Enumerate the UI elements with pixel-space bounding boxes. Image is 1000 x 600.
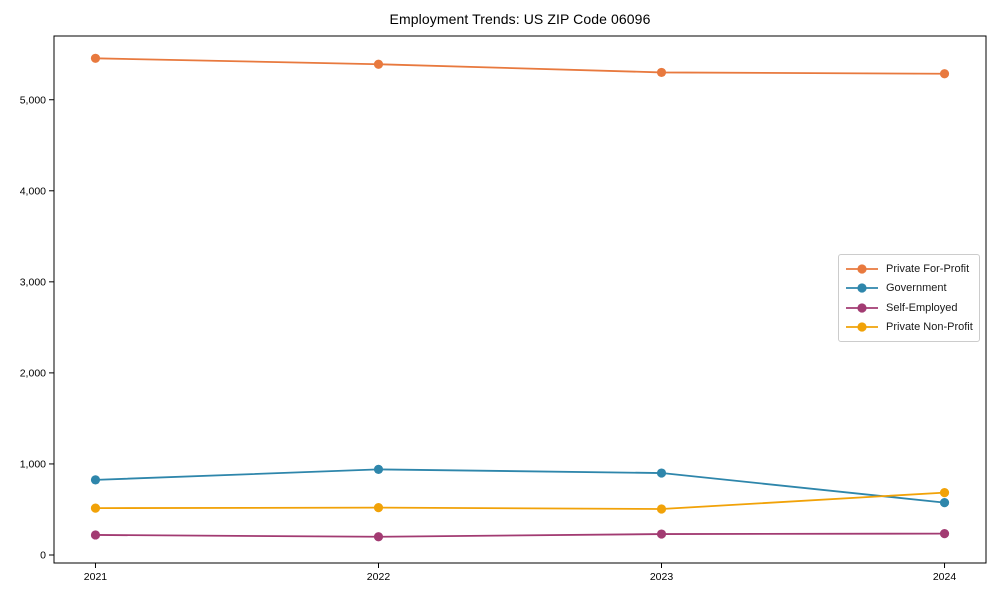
legend-item-private-for-profit: Private For-Profit — [845, 259, 973, 279]
data-point-private-for-profit-2022 — [373, 59, 384, 69]
data-point-self-employed-2024 — [939, 528, 950, 539]
data-point-government-2021 — [90, 475, 101, 485]
data-point-self-employed-2021 — [90, 530, 101, 540]
legend-dot-sample — [857, 264, 867, 274]
legend-marker-icon — [846, 322, 878, 332]
legend-item-government: Government — [845, 279, 973, 299]
data-point-self-employed-2023 — [656, 529, 667, 539]
x-tick-label: 2024 — [933, 571, 957, 583]
data-point-private-non-profit-2021 — [90, 503, 101, 513]
data-point-government-2023 — [656, 468, 667, 478]
legend-label: Government — [886, 282, 947, 295]
data-point-private-for-profit-2023 — [656, 67, 667, 78]
x-tick-label: 2023 — [650, 571, 674, 583]
y-tick-label: 1,000 — [20, 459, 46, 471]
legend: Private For-Profit Government Self-Employe… — [838, 254, 980, 342]
legend-dot-sample — [857, 322, 867, 332]
x-tick-label: 2021 — [84, 571, 108, 583]
legend-label: Private Non-Profit — [886, 321, 973, 334]
legend-item-self-employed: Self-Employed — [845, 298, 973, 318]
series-line-private-for-profit — [95, 57, 945, 75]
y-tick-label: 3,000 — [20, 276, 46, 288]
data-point-private-non-profit-2023 — [656, 504, 667, 514]
y-tick-label: 2,000 — [20, 367, 46, 379]
legend-marker-icon — [846, 264, 878, 274]
legend-label: Self-Employed — [886, 301, 958, 314]
y-tick-label: 5,000 — [20, 94, 46, 106]
plot-border — [53, 35, 987, 564]
legend-label: Private For-Profit — [886, 262, 970, 275]
legend-dot-sample — [857, 303, 867, 313]
series-line-government — [95, 468, 945, 504]
series-line-private-non-profit — [95, 491, 945, 510]
data-point-private-non-profit-2022 — [373, 503, 384, 513]
data-point-private-for-profit-2024 — [939, 69, 950, 79]
series-line-self-employed — [95, 532, 945, 538]
data-point-private-for-profit-2021 — [90, 53, 101, 63]
data-point-government-2024 — [939, 498, 950, 508]
legend-marker-icon — [846, 303, 878, 313]
y-tick-label: 4,000 — [20, 185, 46, 197]
y-tick-label: 0 — [40, 550, 46, 562]
legend-item-private-non-profit: Private Non-Profit — [845, 318, 973, 338]
data-point-government-2022 — [373, 464, 384, 475]
legend-dot-sample — [857, 283, 867, 293]
x-tick-label: 2022 — [367, 571, 391, 583]
legend-marker-icon — [846, 283, 878, 293]
data-point-self-employed-2022 — [373, 532, 384, 542]
chart-title: Employment Trends: US ZIP Code 06096 — [389, 11, 651, 27]
data-point-private-non-profit-2024 — [939, 488, 950, 498]
